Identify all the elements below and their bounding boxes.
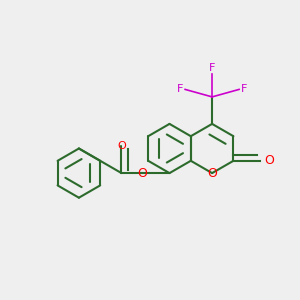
Text: O: O: [138, 167, 147, 180]
Text: O: O: [117, 141, 126, 151]
Text: F: F: [177, 84, 184, 94]
Text: F: F: [209, 63, 215, 73]
Text: O: O: [264, 154, 274, 167]
Text: O: O: [207, 167, 217, 180]
Text: F: F: [241, 84, 247, 94]
